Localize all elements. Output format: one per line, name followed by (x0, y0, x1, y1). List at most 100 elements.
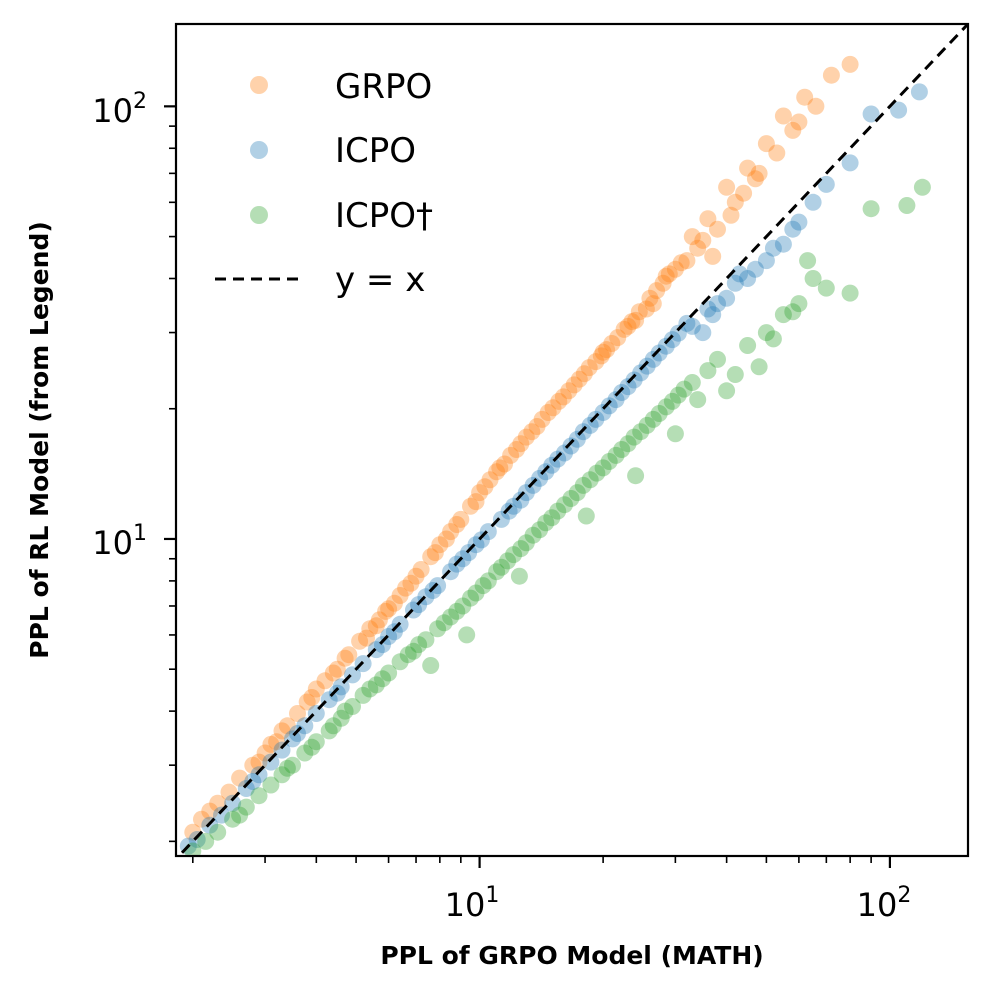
data-point (237, 798, 255, 816)
series-icpo (179, 83, 928, 855)
data-point (718, 382, 736, 400)
data-point (429, 620, 447, 638)
data-point (437, 530, 455, 548)
data-point (619, 378, 637, 396)
x-tick-label-100: 102 (857, 883, 912, 924)
data-point (410, 636, 428, 654)
data-point (422, 657, 440, 674)
data-point (757, 135, 775, 153)
data-point (209, 794, 227, 812)
data-point (704, 306, 722, 324)
data-point (613, 384, 631, 401)
data-point (193, 810, 210, 828)
data-point (298, 693, 316, 711)
data-point (632, 364, 650, 382)
data-point (523, 423, 541, 441)
legend-marker-icpo (250, 141, 268, 159)
data-point (454, 597, 472, 615)
data-point (709, 220, 726, 238)
data-point (448, 516, 466, 533)
data-point (718, 178, 736, 196)
data-point (543, 456, 561, 474)
data-point (488, 463, 506, 481)
data-point (694, 324, 712, 342)
data-point (570, 370, 588, 388)
data-point (666, 425, 684, 443)
data-point (689, 239, 707, 257)
data-point (648, 282, 666, 300)
data-point (638, 416, 656, 434)
data-point (244, 756, 262, 774)
data-point (462, 497, 479, 515)
data-point (726, 193, 744, 211)
data-point (256, 744, 274, 762)
data-point (898, 197, 916, 214)
data-point (467, 584, 485, 602)
data-point (472, 531, 490, 549)
data-point (746, 170, 764, 188)
data-point (678, 314, 696, 332)
data-point (320, 722, 338, 740)
data-point (657, 398, 675, 416)
data-point (594, 404, 612, 421)
data-point (361, 620, 379, 638)
data-point (531, 469, 549, 487)
data-point (273, 766, 291, 784)
data-point (587, 410, 605, 428)
data-point (554, 388, 572, 406)
data-point (491, 459, 509, 477)
data-point (402, 574, 420, 592)
data-point (683, 317, 701, 335)
data-point (619, 317, 637, 335)
data-point (510, 567, 528, 585)
data-point (201, 802, 219, 820)
data-point (580, 359, 598, 377)
data-point (188, 831, 206, 848)
data-point (328, 684, 346, 702)
data-point (739, 270, 757, 287)
data-point (556, 444, 573, 462)
data-point (262, 735, 280, 753)
data-point (735, 184, 753, 202)
data-point (481, 471, 499, 489)
ticks-layer (164, 105, 892, 868)
data-point (324, 717, 342, 735)
data-point (587, 353, 605, 371)
data-point (739, 337, 757, 354)
data-point (539, 404, 557, 421)
data-point (231, 806, 249, 824)
data-point (505, 497, 523, 515)
data-point (224, 794, 242, 812)
data-point (377, 602, 395, 620)
data-point (638, 357, 656, 375)
data-point (505, 546, 523, 564)
data-point (467, 493, 485, 511)
points-layer (179, 55, 931, 856)
data-point (644, 295, 662, 313)
data-point (262, 776, 280, 794)
data-point (307, 680, 325, 698)
data-point (556, 496, 573, 514)
data-point (663, 331, 681, 349)
data-point (332, 709, 350, 727)
data-point (574, 476, 592, 494)
data-point (385, 594, 403, 612)
data-point (517, 534, 535, 552)
data-point (609, 329, 627, 347)
data-point (533, 410, 551, 428)
data-point (607, 446, 625, 464)
data-point (807, 97, 825, 115)
data-point (492, 510, 510, 528)
data-point (625, 428, 643, 446)
data-point (224, 810, 242, 828)
data-point (722, 206, 740, 224)
data-point (426, 544, 444, 562)
data-point (565, 376, 583, 394)
data-point (407, 567, 425, 585)
data-point (391, 587, 409, 604)
data-point (669, 324, 687, 342)
data-point (764, 239, 782, 257)
data-point (581, 471, 599, 489)
data-point (669, 386, 687, 404)
data-point (417, 631, 435, 649)
